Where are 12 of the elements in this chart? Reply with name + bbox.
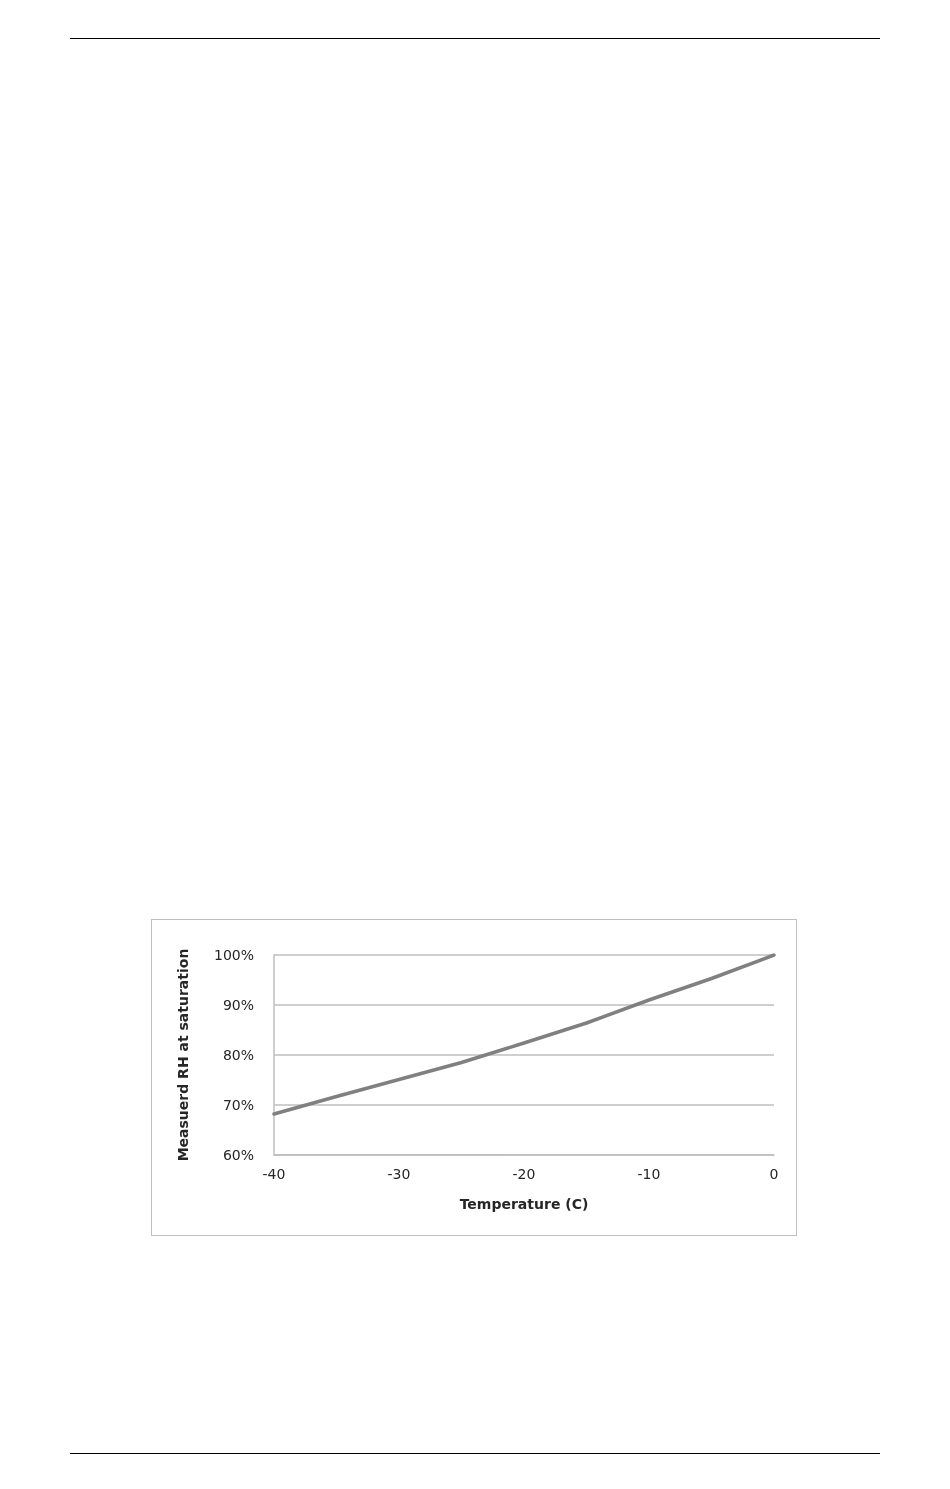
x-axis-title: Temperature (C): [459, 1196, 589, 1212]
x-tick-label: -20: [512, 1166, 536, 1182]
y-tick-label: 90%: [222, 997, 254, 1013]
y-tick-label: 60%: [222, 1147, 254, 1163]
y-tick-label: 70%: [222, 1097, 254, 1113]
x-tick-label: -30: [387, 1166, 411, 1182]
y-tick-label: 100%: [213, 947, 254, 963]
y-tick-label: 80%: [222, 1047, 254, 1063]
x-tick-label: -40: [262, 1166, 286, 1182]
y-axis-title: Measuerd RH at saturation: [175, 948, 191, 1162]
x-tick-label: -10: [637, 1166, 661, 1182]
x-tick-label: 0: [769, 1166, 779, 1182]
